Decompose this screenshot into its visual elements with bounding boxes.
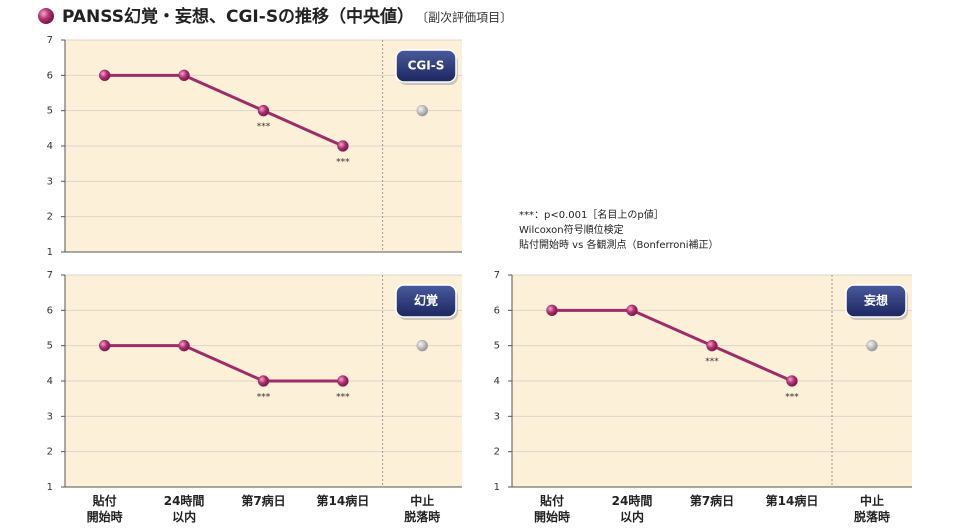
y-tick-label: 2	[47, 447, 53, 458]
marker	[257, 375, 270, 387]
badge-label: CGI-S	[408, 59, 445, 73]
marker	[98, 69, 111, 82]
x-tick-label: 24時間 以内	[163, 494, 205, 524]
x-tick-label: 貼付 開始時	[86, 494, 123, 524]
significance: ***	[336, 158, 350, 168]
y-tick-label: 1	[47, 482, 53, 493]
marker	[416, 104, 429, 117]
marker	[626, 304, 638, 317]
line	[104, 344, 343, 383]
significance: ***	[336, 393, 350, 403]
x-tick-label: 第7病日	[689, 494, 735, 508]
y-tick-label: 7	[47, 35, 53, 46]
x-tick-label: 第14病日	[765, 494, 819, 508]
badge	[395, 284, 457, 318]
y-tick-label: 4	[494, 376, 500, 387]
title: PANSS幻覚・妄想、CGI-Sの推移（中央値）	[62, 6, 414, 27]
marker	[416, 339, 429, 352]
y-tick-label: 4	[47, 376, 53, 387]
marker	[178, 339, 190, 352]
marker	[257, 104, 270, 117]
y-tick-label: 5	[47, 106, 53, 117]
y-tick-label: 6	[47, 305, 53, 316]
note: ***：p<0.001［名目上のp値］	[519, 208, 664, 221]
x-tick-label: 第14病日	[316, 494, 370, 508]
subtitle: 〔副次評価項目〕	[416, 10, 512, 25]
marker	[866, 339, 878, 352]
x-tick-label: 中止 脱落時	[404, 494, 441, 524]
y-tick-label: 3	[47, 411, 53, 422]
significance: ***	[705, 357, 719, 367]
x-tick-label: 24時間 以内	[611, 494, 653, 524]
badge-label: 妄想	[864, 293, 888, 308]
y-tick-label: 2	[494, 447, 500, 458]
marker	[178, 69, 190, 82]
line	[104, 73, 344, 148]
y-tick-label: 6	[494, 305, 500, 316]
line	[552, 308, 793, 383]
note: 貼付開始時 vs 各観測点（Bonferroni補正）	[519, 238, 719, 251]
significance: ***	[785, 393, 799, 403]
y-tick-label: 5	[494, 341, 500, 352]
y-tick-label: 2	[47, 212, 53, 223]
y-tick-label: 6	[47, 70, 53, 81]
x-tick-label: 中止 脱落時	[853, 494, 890, 524]
note: Wilcoxon符号順位検定	[519, 223, 624, 236]
y-tick-label: 5	[47, 341, 53, 352]
marker	[786, 375, 798, 387]
y-tick-label: 4	[47, 141, 53, 152]
marker	[98, 339, 111, 352]
y-tick-label: 1	[494, 482, 500, 493]
badge	[845, 284, 907, 318]
marker	[337, 140, 349, 152]
marker	[546, 304, 558, 317]
badge	[395, 49, 457, 83]
marker	[706, 339, 718, 352]
y-tick-label: 7	[47, 270, 53, 281]
y-tick-label: 3	[494, 411, 500, 422]
marker	[337, 375, 349, 387]
badge-label: 幻覚	[414, 293, 438, 308]
x-tick-label: 貼付 開始時	[533, 494, 570, 524]
significance: ***	[257, 122, 271, 132]
y-tick-label: 3	[47, 176, 53, 187]
y-tick-label: 7	[494, 270, 500, 281]
x-tick-label: 第7病日	[241, 494, 286, 508]
y-tick-label: 1	[47, 247, 53, 258]
title-icon	[38, 8, 54, 24]
significance: ***	[257, 393, 271, 403]
